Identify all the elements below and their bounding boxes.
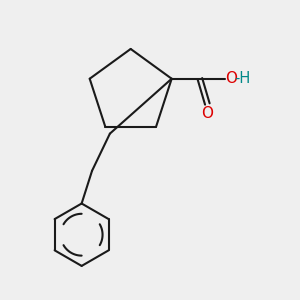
Text: O: O [201, 106, 213, 122]
Text: -H: -H [235, 71, 251, 86]
Text: O: O [225, 71, 237, 86]
